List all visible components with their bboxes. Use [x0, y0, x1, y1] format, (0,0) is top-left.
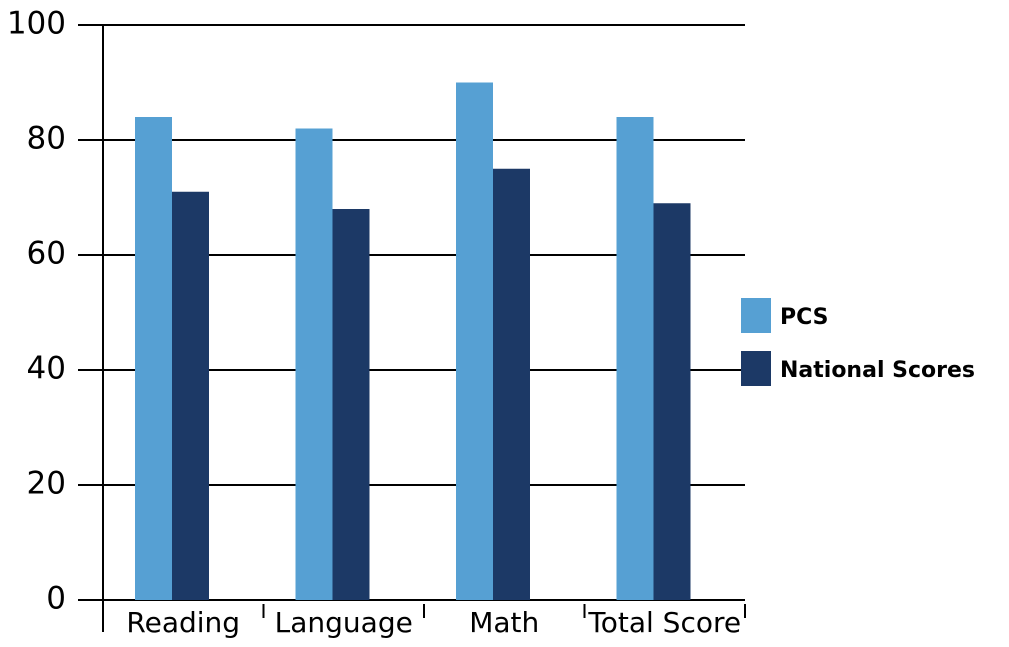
bar — [135, 117, 172, 600]
bar — [493, 168, 530, 600]
bar — [653, 203, 691, 600]
bar — [616, 117, 654, 600]
legend-swatch — [741, 298, 771, 333]
x-tick-label: Language — [275, 606, 413, 639]
x-tick-label: Math — [469, 606, 539, 639]
y-tick-label: 60 — [27, 236, 66, 272]
y-tick-label: 40 — [27, 351, 66, 387]
y-tick-label: 0 — [46, 581, 66, 617]
x-tick-label: Total Score — [587, 606, 741, 639]
y-tick-label: 80 — [27, 121, 66, 157]
y-tick-label: 20 — [27, 466, 66, 502]
bar — [456, 82, 493, 600]
legend-label: PCS — [780, 305, 829, 330]
bar — [172, 191, 209, 600]
y-tick-label: 100 — [7, 6, 66, 42]
legend-label: National Scores — [780, 358, 975, 383]
x-tick-label: Reading — [126, 606, 240, 639]
legend-swatch — [741, 351, 771, 386]
bar — [332, 209, 370, 600]
bar — [295, 128, 333, 600]
